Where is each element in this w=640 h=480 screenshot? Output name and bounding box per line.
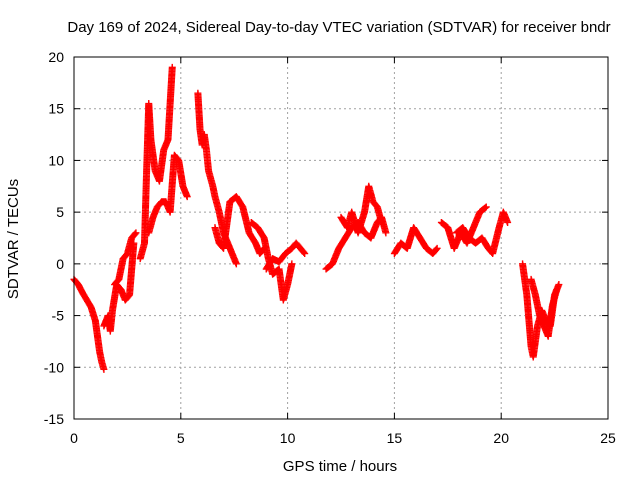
y-axis-label: SDTVAR / TECUs (5, 179, 22, 299)
series-3 (111, 229, 140, 289)
x-tick-label: 20 (493, 430, 509, 446)
data-point (433, 244, 441, 252)
data-point (504, 218, 512, 226)
series-6 (194, 89, 240, 268)
y-tick-label: -5 (52, 308, 65, 324)
data-point-interp (432, 245, 440, 253)
series-8 (247, 218, 296, 304)
data-point (555, 281, 563, 289)
data-point (132, 229, 140, 237)
data-point (482, 203, 490, 211)
y-tick-label: 15 (48, 101, 64, 117)
chart-title: Day 169 of 2024, Sidereal Day-to-day VTE… (67, 19, 610, 36)
x-tick-label: 25 (600, 430, 616, 446)
tick-layer: 0 5 10 15 20 25 -15 -10 -5 0 5 10 15 20 (44, 49, 616, 446)
plot-frame (73, 56, 609, 420)
x-tick-label: 0 (70, 430, 78, 446)
series-12 (390, 224, 441, 258)
data-point (232, 260, 240, 268)
data-point-interp (131, 230, 139, 238)
series-14 (452, 208, 512, 258)
data-point (378, 218, 386, 226)
x-tick-label: 5 (177, 430, 185, 446)
data-point-interp (300, 248, 308, 256)
data-point (183, 193, 191, 201)
data-layer (70, 63, 563, 373)
x-axis-label: GPS time / hours (283, 458, 397, 475)
series-1 (70, 275, 108, 373)
grid-layer (74, 57, 608, 419)
data-point (553, 286, 561, 294)
y-tick-label: -15 (44, 411, 64, 427)
series-11 (337, 182, 386, 237)
series-5 (145, 151, 191, 237)
x-tick-label: 10 (280, 430, 296, 446)
series-16 (527, 275, 561, 340)
data-point (100, 365, 108, 373)
x-tick-label: 15 (387, 430, 403, 446)
y-tick-label: 0 (56, 256, 64, 272)
y-tick-label: 5 (56, 204, 64, 220)
data-point (168, 63, 176, 71)
data-point-interp (481, 204, 489, 212)
data-point (382, 229, 390, 237)
y-tick-label: -10 (44, 359, 64, 375)
series-9 (262, 239, 309, 273)
data-point (288, 260, 296, 268)
y-tick-label: 10 (48, 152, 64, 168)
series-7 (211, 193, 268, 258)
y-tick-label: 20 (48, 49, 64, 65)
data-point (301, 250, 309, 258)
